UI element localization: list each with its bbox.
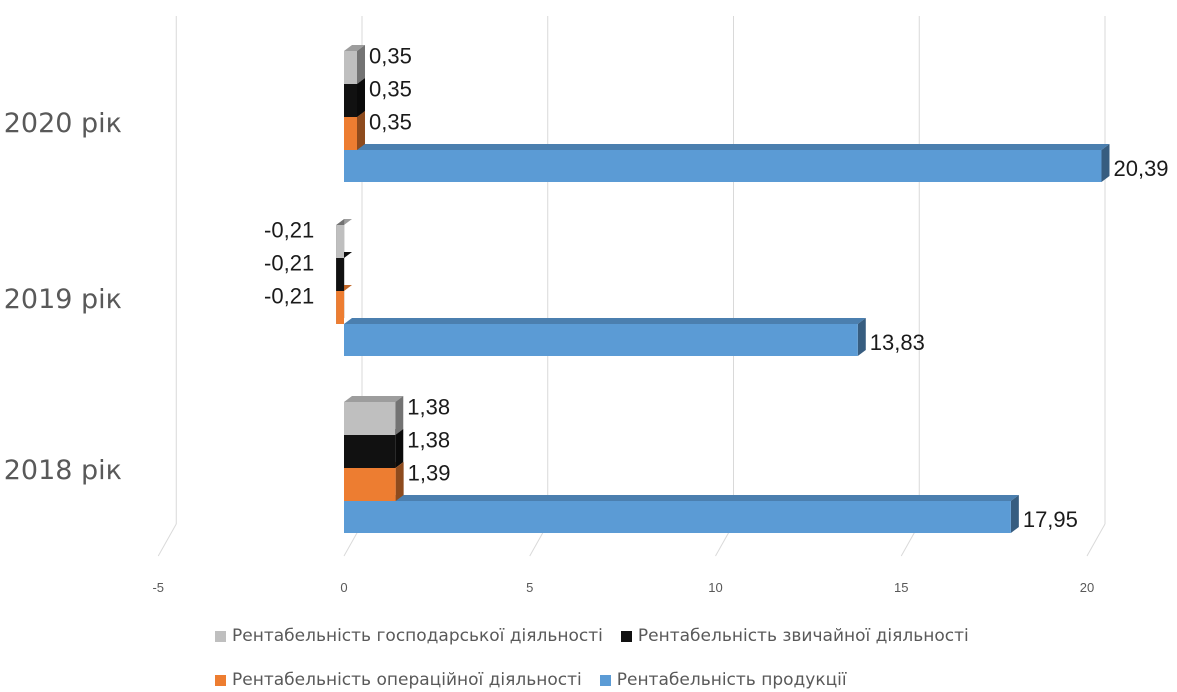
data-label: -0,21 (264, 283, 314, 308)
data-label: -0,21 (264, 250, 314, 275)
legend-swatch (620, 630, 632, 642)
data-label: 0,35 (369, 76, 412, 101)
data-label: 1,38 (407, 427, 450, 452)
bar (344, 396, 404, 435)
legend-label: Рентабельність продукції (616, 670, 847, 690)
x-tick-label: -5 (152, 580, 164, 595)
data-label: 1,38 (407, 394, 450, 419)
x-tick-label: 15 (894, 580, 908, 595)
x-tick-label: 5 (526, 580, 533, 595)
legend-item: Рентабельність операційної діяльності (215, 670, 582, 690)
data-label: 20,39 (1113, 156, 1168, 181)
x-tick-labels: -5 0 5 10 15 20 (152, 580, 1094, 595)
data-labels: 17,95 13,83 20,39 1,39 -0,21 0,35 1,38 -0,21 0,3… (264, 43, 1169, 532)
legend-row: Рентабельність господарської діяльності Р… (215, 626, 987, 646)
data-label: 0,35 (369, 109, 412, 134)
legend-label: Рентабельність операційної діяльності (232, 670, 582, 690)
legend-label: Рентабельність господарської діяльності (232, 626, 603, 646)
bar (344, 318, 866, 356)
bar (344, 45, 366, 84)
x-tick-label: 0 (340, 580, 347, 595)
legend-row: Рентабельність операційної діяльності Рен… (215, 670, 865, 690)
bar (344, 144, 1110, 182)
bar (344, 495, 1019, 533)
gridline-floor (1086, 523, 1106, 557)
data-label: 13,83 (870, 330, 925, 355)
legend-item: Рентабельність звичайної діяльності (620, 626, 969, 646)
legend-swatch (215, 630, 226, 642)
legend-swatch (599, 674, 611, 686)
x-tick-label: 10 (708, 580, 722, 595)
gridline-floor (157, 523, 177, 557)
category-labels: 2018 рік 2019 рік 2020 рік (4, 108, 122, 486)
legend-item: Рентабельність господарської діяльності (215, 626, 603, 646)
data-label: 0,35 (369, 43, 412, 68)
data-label: 1,39 (408, 460, 451, 485)
data-label: 17,95 (1023, 507, 1078, 532)
legend-swatch (215, 674, 226, 686)
bar (344, 78, 366, 117)
legend-label: Рентабельність звичайної діяльності (637, 626, 969, 646)
category-label: 2018 рік (4, 455, 122, 486)
category-label: 2019 рік (4, 284, 122, 315)
category-label: 2020 рік (4, 108, 122, 139)
data-label: -0,21 (264, 217, 314, 242)
legend-item: Рентабельність продукції (599, 670, 847, 690)
bars (336, 45, 1110, 533)
bar (336, 219, 352, 258)
x-tick-label: 20 (1080, 580, 1094, 595)
